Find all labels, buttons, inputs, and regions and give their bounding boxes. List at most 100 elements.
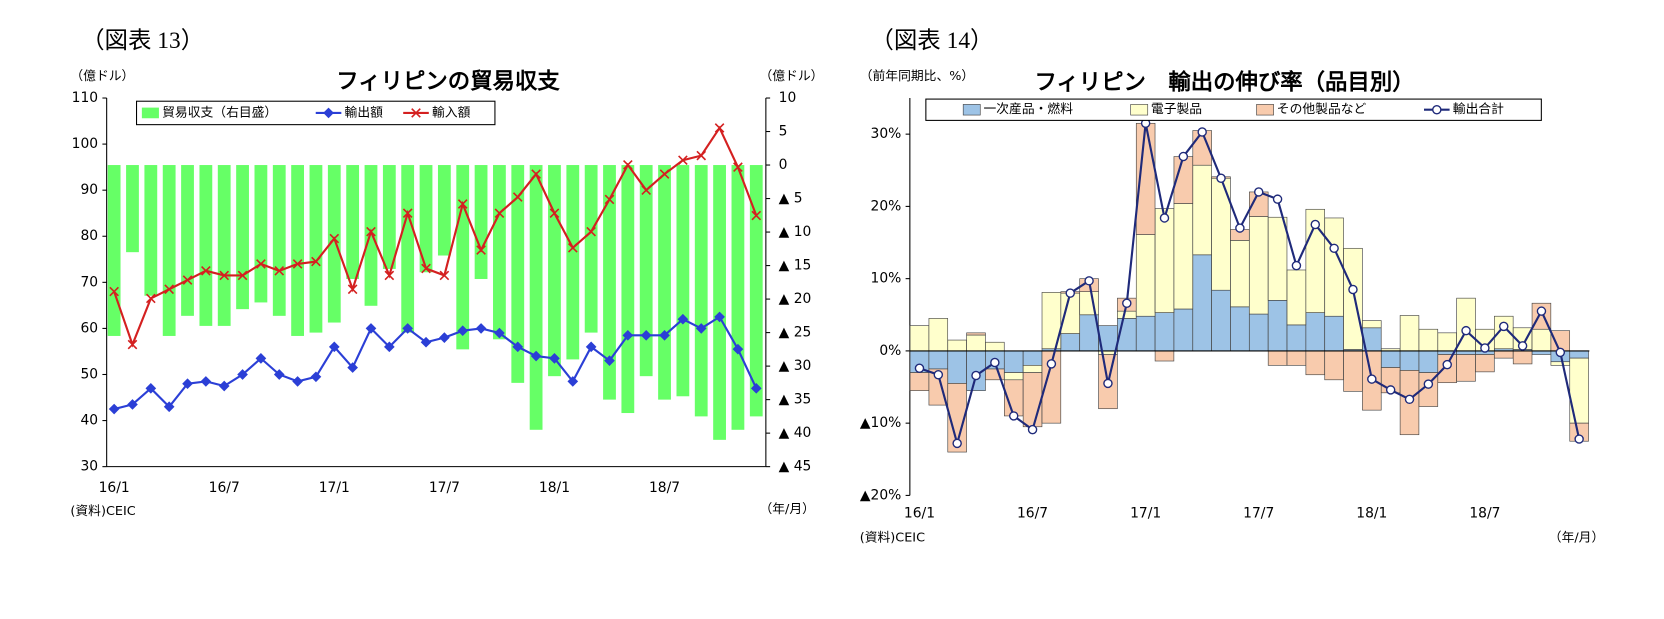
bar bbox=[456, 165, 470, 350]
bar bbox=[401, 165, 415, 333]
bar bbox=[1286, 350, 1307, 366]
marker bbox=[696, 150, 707, 161]
bar bbox=[1475, 354, 1495, 373]
marker bbox=[127, 339, 138, 350]
x-tick-label: 16/7 bbox=[209, 480, 240, 496]
bar bbox=[382, 165, 396, 269]
chart-title: フィリピンの貿易収支 bbox=[336, 69, 560, 95]
marker bbox=[732, 343, 744, 355]
bar bbox=[1135, 234, 1156, 317]
marker bbox=[714, 311, 725, 323]
y2-tick-label: 0 bbox=[779, 157, 788, 173]
bar bbox=[566, 165, 580, 360]
bar bbox=[1343, 350, 1363, 392]
bar bbox=[1550, 361, 1571, 366]
y-tick-label: 60 bbox=[80, 320, 98, 336]
bar bbox=[1456, 354, 1476, 382]
marker bbox=[411, 108, 421, 118]
marker bbox=[659, 329, 670, 341]
x-unit: （年/月） bbox=[759, 502, 814, 517]
bar bbox=[985, 341, 1005, 352]
marker bbox=[145, 293, 156, 304]
marker bbox=[273, 369, 285, 380]
bar bbox=[419, 165, 433, 273]
bar bbox=[181, 165, 194, 316]
chart-title: フィリピン 輸出の伸び率（品目別） bbox=[1034, 69, 1414, 96]
bar bbox=[1512, 350, 1533, 365]
bar bbox=[364, 165, 378, 306]
bar bbox=[639, 165, 653, 377]
marker bbox=[439, 270, 450, 281]
bar bbox=[1154, 208, 1175, 313]
marker bbox=[1027, 424, 1038, 435]
figure-label: （図表 13） bbox=[81, 27, 204, 54]
marker bbox=[420, 336, 432, 348]
bar bbox=[254, 165, 268, 303]
bar bbox=[1173, 203, 1194, 310]
marker bbox=[421, 263, 431, 274]
marker bbox=[365, 323, 377, 334]
bar bbox=[1154, 350, 1175, 362]
x-tick-label: 18/7 bbox=[649, 480, 680, 496]
y2-tick-label: ▲ 15 bbox=[779, 258, 812, 274]
legend-swatch bbox=[962, 104, 981, 116]
bar bbox=[107, 165, 121, 336]
marker bbox=[586, 226, 596, 237]
marker bbox=[1555, 347, 1566, 358]
marker bbox=[439, 332, 450, 343]
legend-box bbox=[925, 98, 1542, 121]
bar bbox=[966, 332, 986, 336]
marker bbox=[384, 341, 395, 353]
bar bbox=[1249, 216, 1269, 315]
marker bbox=[604, 355, 615, 366]
marker bbox=[567, 242, 578, 253]
bar bbox=[584, 165, 598, 333]
bar bbox=[1230, 306, 1250, 352]
marker bbox=[567, 376, 579, 387]
marker bbox=[1065, 288, 1075, 298]
marker bbox=[952, 438, 962, 449]
y-tick-label: 90 bbox=[80, 182, 98, 198]
y-tick-label: 0% bbox=[879, 343, 901, 359]
bar bbox=[1154, 312, 1175, 352]
bar bbox=[1324, 217, 1344, 317]
bar bbox=[1418, 350, 1439, 373]
y-tick-label: 110 bbox=[72, 90, 98, 106]
x-tick-label: 18/7 bbox=[1469, 506, 1500, 522]
bar bbox=[1305, 312, 1325, 352]
bar bbox=[909, 372, 930, 391]
marker bbox=[640, 329, 652, 341]
bar bbox=[1418, 328, 1439, 352]
bar bbox=[749, 165, 763, 417]
source: (資料)CEIC bbox=[70, 504, 135, 519]
y-tick-label: 70 bbox=[80, 274, 98, 290]
legend-label: 輸出額 bbox=[345, 105, 384, 120]
marker bbox=[530, 350, 542, 362]
marker bbox=[623, 160, 633, 170]
marker bbox=[1178, 151, 1189, 162]
x-tick-label: 16/7 bbox=[1017, 506, 1048, 522]
bar bbox=[1437, 332, 1457, 352]
bar bbox=[1003, 372, 1024, 381]
y2-tick-label: ▲ 35 bbox=[779, 392, 812, 408]
marker bbox=[108, 403, 120, 415]
marker bbox=[384, 270, 395, 281]
x-tick-label: 17/1 bbox=[1130, 506, 1161, 522]
y-unit: （前年同期比、%） bbox=[860, 68, 974, 84]
bar bbox=[1267, 300, 1288, 352]
bar bbox=[1135, 315, 1156, 352]
bar bbox=[346, 165, 360, 279]
marker bbox=[182, 275, 193, 285]
marker bbox=[182, 378, 193, 390]
marker bbox=[1404, 394, 1415, 405]
marker bbox=[237, 270, 248, 281]
marker bbox=[163, 401, 175, 413]
bar bbox=[1117, 310, 1137, 319]
bar bbox=[162, 165, 176, 336]
bar bbox=[126, 165, 139, 253]
y-tick-label: 100 bbox=[72, 136, 98, 152]
x-tick-label: 17/7 bbox=[429, 480, 460, 496]
marker bbox=[1461, 325, 1471, 336]
bar bbox=[529, 165, 543, 430]
marker bbox=[347, 362, 358, 373]
